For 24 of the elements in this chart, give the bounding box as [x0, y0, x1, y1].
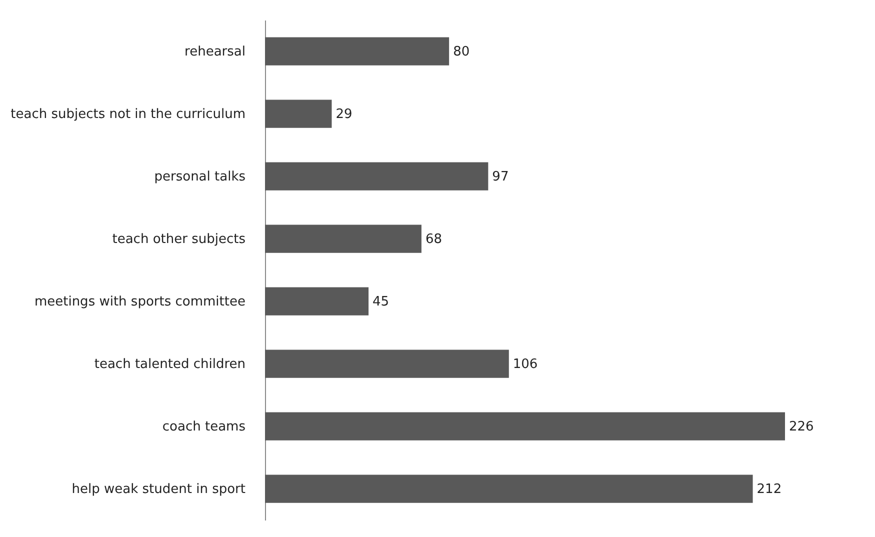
bar	[265, 350, 509, 378]
data-label: 45	[372, 294, 390, 310]
y-tick-label: help weak student in sport	[72, 482, 246, 497]
data-label: 29	[336, 106, 352, 122]
bar	[265, 37, 450, 66]
bar	[265, 287, 369, 316]
y-tick-label: rehearsal	[184, 44, 246, 60]
y-tick-label: teach subjects not in the curriculum	[10, 106, 246, 122]
y-tick-label: teach other subjects	[112, 232, 246, 247]
y-tick-label: personal talks	[154, 169, 246, 184]
data-label: 212	[756, 482, 782, 497]
data-label: 106	[512, 356, 538, 372]
data-label: 226	[789, 419, 814, 434]
bar	[265, 162, 488, 190]
y-tick-label: coach teams	[162, 419, 246, 434]
bar	[265, 224, 422, 253]
y-tick-label: teach talented children	[94, 356, 246, 372]
bar	[265, 474, 753, 503]
y-tick-label: meetings with sports committee	[34, 294, 246, 310]
data-label: 68	[425, 232, 442, 247]
data-label: 97	[492, 169, 509, 184]
data-label: 80	[453, 44, 470, 60]
bar	[265, 100, 332, 128]
bar	[265, 412, 785, 440]
